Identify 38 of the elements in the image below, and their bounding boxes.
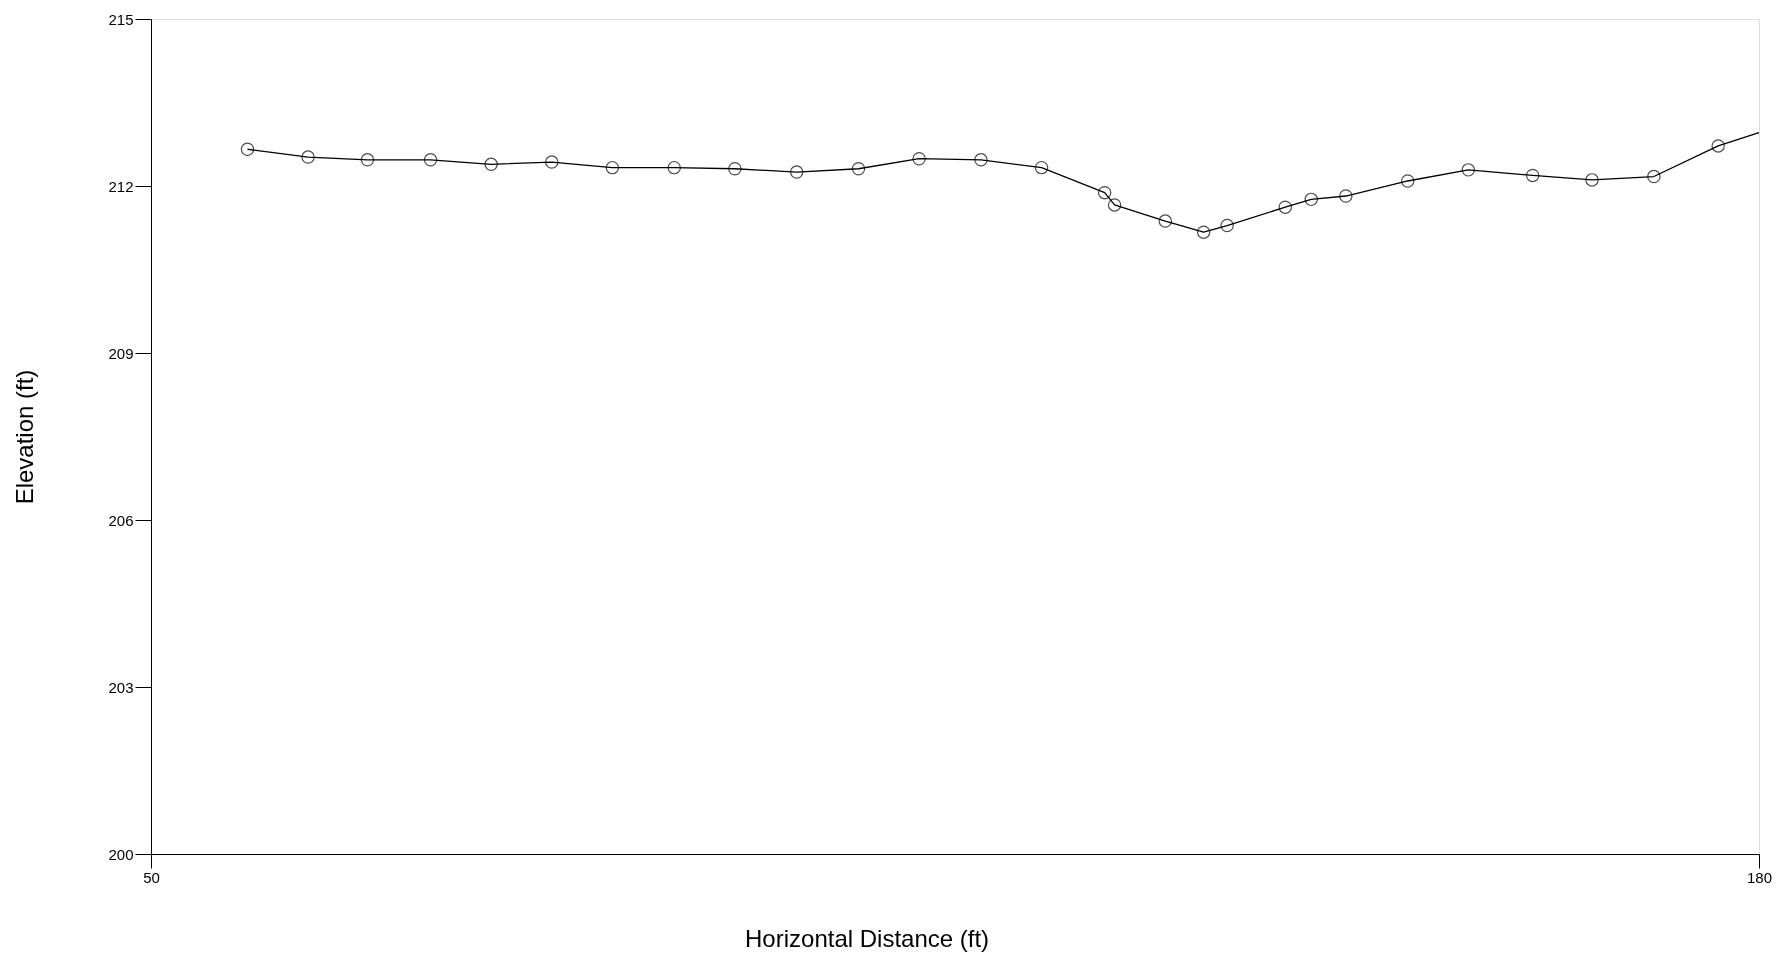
y-tick-label: 203 — [108, 678, 134, 696]
x-tick-label: 180 — [1746, 868, 1773, 886]
point — [1525, 168, 1540, 183]
point — [484, 157, 498, 171]
point — [1400, 174, 1415, 188]
point — [1647, 169, 1661, 184]
point — [240, 142, 255, 156]
point — [360, 153, 375, 167]
y-axis-title: Elevation (ft) — [11, 369, 39, 505]
point — [974, 153, 988, 167]
y-tick-label: 212 — [108, 177, 134, 195]
point — [1585, 173, 1599, 187]
point — [851, 162, 866, 176]
y-tick-label: 215 — [108, 10, 134, 28]
point — [605, 160, 620, 175]
point — [1034, 160, 1049, 175]
x-tick-label: 50 — [143, 868, 160, 886]
point — [1107, 198, 1122, 212]
x-axis-title: Horizontal Distance (ft) — [745, 924, 990, 952]
point — [423, 153, 438, 167]
point — [728, 162, 742, 176]
y-tick-label: 200 — [108, 845, 134, 863]
point — [301, 150, 315, 164]
point — [1278, 200, 1292, 214]
point — [1461, 163, 1476, 177]
point — [912, 152, 926, 166]
point — [1711, 139, 1725, 153]
point — [1339, 189, 1353, 203]
y-tick-label: 206 — [108, 511, 134, 529]
point — [1097, 185, 1112, 200]
point — [1158, 214, 1172, 228]
point — [545, 155, 559, 169]
point — [1304, 192, 1318, 207]
point — [1196, 225, 1211, 239]
y-tick-label: 209 — [108, 344, 134, 362]
point — [1220, 218, 1234, 233]
point — [789, 165, 804, 179]
point — [667, 160, 681, 175]
